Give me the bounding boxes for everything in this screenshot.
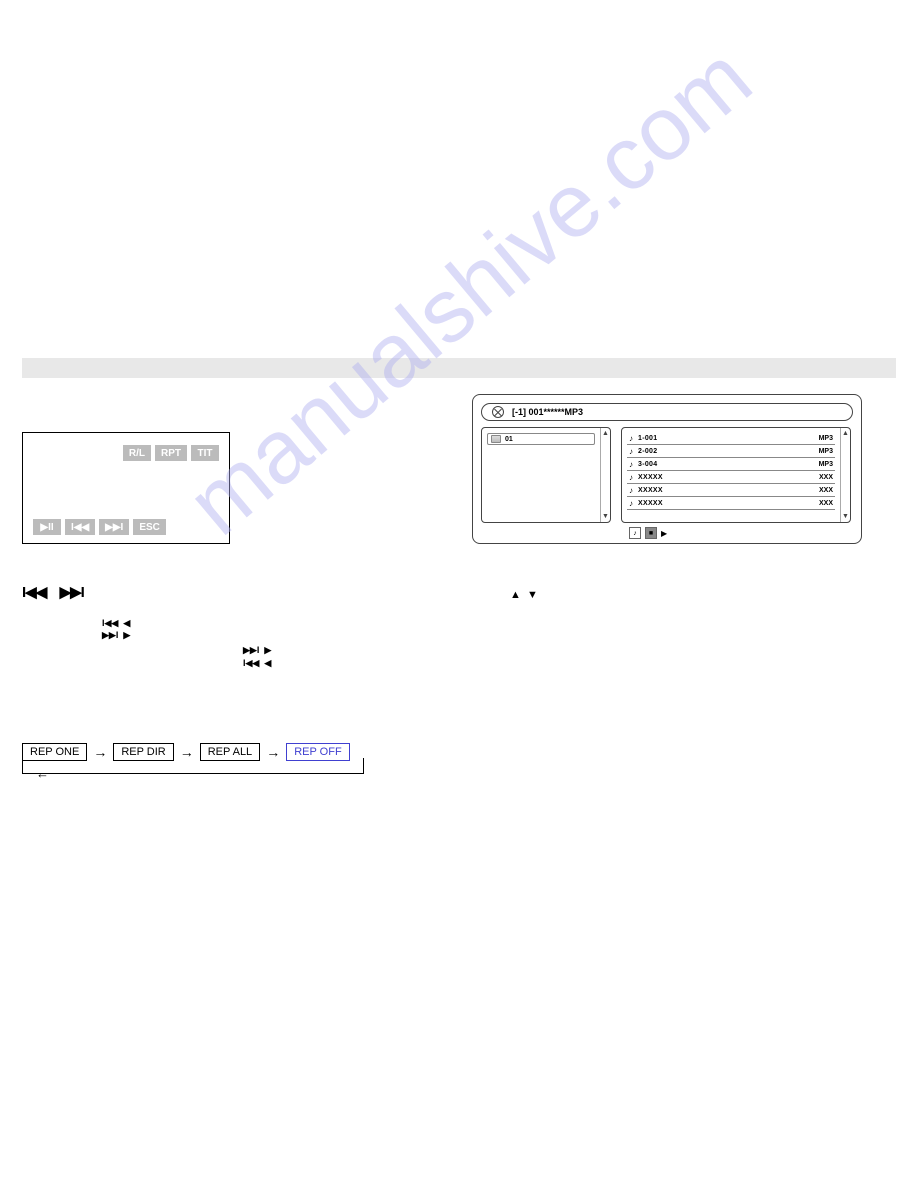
file-row[interactable]: ♪ XXXXXXXX	[627, 472, 835, 484]
prev-icon: I◀◀	[22, 584, 46, 601]
file-browser-title: [-1] 001******MP3	[512, 407, 583, 417]
scroll-up-icon: ▲	[602, 430, 609, 437]
feedback-arrow-icon: ←	[36, 766, 49, 781]
next-icon: ▶▶I	[60, 584, 84, 601]
music-note-icon: ♪	[629, 447, 633, 456]
left-arrow-icon: ◀	[123, 618, 130, 628]
file-row[interactable]: ♪ XXXXXXXX	[627, 485, 835, 497]
file-ext: XXX	[819, 474, 833, 481]
music-note-icon: ♪	[629, 434, 633, 443]
section-header-bar	[22, 358, 896, 378]
left-arrow-icon: ◀	[264, 658, 271, 668]
file-name: 3-004	[638, 461, 816, 468]
esc-button[interactable]: ESC	[133, 519, 166, 535]
stop-mode-icon[interactable]: ■	[645, 527, 657, 539]
music-note-icon: ♪	[629, 473, 633, 482]
right-arrow-icon: ▶	[264, 645, 271, 655]
file-row[interactable]: ♪ XXXXXXXX	[627, 498, 835, 510]
next-small-icon: ▶▶I	[102, 630, 118, 640]
music-note-icon: ♪	[629, 486, 633, 495]
file-name: XXXXX	[638, 500, 816, 507]
media-control-panel: R/L RPT TIT ▶II I◀◀ ▶▶I ESC	[22, 432, 230, 544]
control-top-row: R/L RPT TIT	[123, 445, 219, 461]
file-ext: MP3	[819, 461, 833, 468]
file-browser-footer-icons: ♪ ■ ▶	[629, 527, 853, 539]
up-arrow-icon: ▲	[510, 589, 521, 601]
file-row[interactable]: ♪ 1-001MP3	[627, 433, 835, 445]
scroll-down-icon: ▼	[602, 513, 609, 520]
up-down-indicator: ▲ ▼	[510, 589, 538, 601]
tit-button[interactable]: TIT	[191, 445, 219, 461]
right-arrow-icon: ▶	[123, 630, 130, 640]
file-name: 1-001	[638, 435, 816, 442]
prev-small-icon: I◀◀	[102, 618, 118, 628]
feedback-loop-line	[22, 758, 364, 774]
rl-button[interactable]: R/L	[123, 445, 151, 461]
file-ext: XXX	[819, 500, 833, 507]
music-mode-icon[interactable]: ♪	[629, 527, 641, 539]
file-pane: ♪1-001MP3♪2-002MP3♪3-004MP3♪XXXXXXXX♪XXX…	[621, 427, 851, 523]
file-name: XXXXX	[638, 487, 816, 494]
file-scrollbar[interactable]: ▲ ▼	[840, 428, 850, 522]
file-name: XXXXX	[638, 474, 816, 481]
file-ext: MP3	[819, 435, 833, 442]
play-mode-icon[interactable]: ▶	[661, 529, 667, 538]
nav-glyph-group-1: I◀◀ ◀	[102, 618, 130, 629]
nav-glyph-group-2: ▶▶I ▶	[102, 630, 130, 641]
music-note-icon: ♪	[629, 460, 633, 469]
folder-icon	[491, 435, 501, 443]
folder-row[interactable]: 01	[487, 433, 595, 445]
folder-scrollbar[interactable]: ▲ ▼	[600, 428, 610, 522]
file-name: 2-002	[638, 448, 816, 455]
disc-icon	[492, 406, 504, 418]
nav-glyph-group-4: I◀◀ ◀	[243, 658, 271, 669]
next-small-icon: ▶▶I	[243, 645, 259, 655]
file-ext: MP3	[819, 448, 833, 455]
scroll-up-icon: ▲	[842, 430, 849, 437]
file-browser-header: [-1] 001******MP3	[481, 403, 853, 421]
file-browser-panel: [-1] 001******MP3 01 ▲ ▼ ♪1-001MP3♪2-002…	[472, 394, 862, 544]
file-row[interactable]: ♪ 2-002MP3	[627, 446, 835, 458]
scroll-down-icon: ▼	[842, 513, 849, 520]
control-bottom-row: ▶II I◀◀ ▶▶I ESC	[33, 519, 166, 535]
folder-name: 01	[505, 436, 513, 443]
prev-track-button[interactable]: I◀◀	[65, 519, 95, 535]
next-track-button[interactable]: ▶▶I	[99, 519, 129, 535]
nav-glyph-group-3: ▶▶I ▶	[243, 645, 271, 656]
folder-pane: 01 ▲ ▼	[481, 427, 611, 523]
prev-small-icon: I◀◀	[243, 658, 259, 668]
nav-section: I◀◀ ▶▶I	[22, 583, 84, 602]
music-note-icon: ♪	[629, 499, 633, 508]
play-pause-button[interactable]: ▶II	[33, 519, 61, 535]
down-arrow-icon: ▼	[527, 589, 538, 601]
file-ext: XXX	[819, 487, 833, 494]
rpt-button[interactable]: RPT	[155, 445, 187, 461]
file-row[interactable]: ♪ 3-004MP3	[627, 459, 835, 471]
